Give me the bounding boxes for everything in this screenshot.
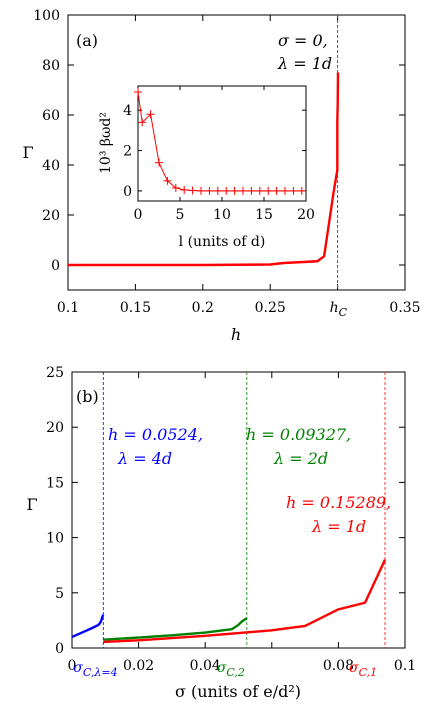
panel-a-x-tick-label: 0.2 [192, 300, 214, 316]
panel-a-x-ticks: 0.1 0.15 0.2 0.25 0.35 [57, 15, 421, 316]
inset-y-label: 10³ βωd² [98, 112, 114, 174]
panel-b-x-tick-label: 0.1 [394, 658, 416, 674]
inset-x-tick-label: 5 [176, 207, 185, 223]
inset-y-tick-label: 2 [123, 144, 132, 160]
annotation-blue-line-2: λ = 4d [117, 449, 172, 468]
critical-sigma-label: σC,1 [349, 660, 377, 679]
inset-point [188, 186, 197, 195]
panel-b-y-ticks: 0 5 10 15 20 25 [46, 365, 405, 657]
panel-b-x-ticks: 0 0.02 0.04 0.08 0.1 [68, 372, 416, 674]
inset-point [146, 110, 155, 119]
inset-y-tick-label: 4 [123, 103, 132, 119]
inset-y-tick-label: 0 [123, 184, 132, 200]
inset-series [134, 88, 306, 195]
inset: 0 5 10 15 20 0 2 4 l (units of d) 10³ βωd² [98, 85, 315, 250]
panel-b-curve-1 [71, 614, 105, 639]
panel-b-y-tick-label: 10 [46, 531, 64, 547]
panel-a-x-tick-label: 0.15 [120, 300, 151, 316]
panel-b-y-tick-label: 15 [46, 475, 64, 491]
panel-b-x-tick-label: 0.08 [323, 658, 354, 674]
panel-b-x-tick-label: 0.04 [190, 658, 221, 674]
inset-point [264, 186, 273, 195]
panel-b-label: (b) [76, 387, 99, 406]
annotation-blue-line-1: h = 0.0524, [108, 425, 203, 444]
panel-a-annotation-line-2: λ = 1d [277, 54, 332, 73]
panel-a-series [68, 72, 340, 267]
inset-point [163, 176, 172, 185]
panel-b-y-tick-label: 0 [55, 641, 64, 657]
critical-sigma-label: σC,2 [217, 660, 245, 679]
inset-x-label: l (units of d) [179, 234, 266, 250]
panel-a-plot-frame [67, 14, 406, 291]
inset-point [230, 186, 239, 195]
panel-a-annotation-line-1: σ = 0, [278, 31, 328, 50]
inset-x-ticks: 0 5 10 15 20 [134, 86, 315, 223]
panel-b-x-tick-label: 0.02 [123, 658, 154, 674]
panel-b: 0 0.02 0.04 0.08 0.1 0 5 10 15 20 25 σC,λ=4 σC,2 σC… [26, 365, 416, 701]
panel-b-x-label: σ (units of e/d²) [175, 682, 301, 701]
annotation-green-line-1: h = 0.09327, [246, 425, 351, 444]
annotation-red-line-2: λ = 1d [311, 517, 366, 536]
inset-point [247, 186, 256, 195]
panel-a-x-tick-label: 0.1 [57, 300, 79, 316]
panel-a-y-tick-label: 20 [42, 208, 60, 224]
inset-x-tick-label: 15 [255, 207, 273, 223]
inset-point [205, 186, 214, 195]
annotation-green-line-2: λ = 2d [273, 449, 328, 468]
panel-b-y-label: Γ [26, 495, 37, 514]
panel-a-x-label: h [231, 325, 241, 344]
hc-tick-label: hC [330, 300, 348, 319]
panel-a-y-tick-label: 0 [51, 258, 60, 274]
inset-point [213, 186, 222, 195]
panel-b-y-tick-label: 20 [46, 420, 64, 436]
panel-a-gamma-curve [68, 72, 340, 267]
inset-point [197, 186, 205, 195]
inset-point [155, 158, 163, 167]
panel-b-curve-3 [103, 559, 387, 644]
inset-point [272, 186, 281, 195]
inset-point [171, 183, 180, 192]
panel-a-y-tick-label: 40 [42, 158, 60, 174]
panel-b-y-tick-label: 5 [55, 586, 64, 602]
panel-a-label: (a) [76, 31, 98, 50]
inset-point [297, 186, 306, 195]
inset-point [222, 186, 231, 195]
panel-b-x-tick-label: 0 [68, 658, 77, 674]
inset-plot-frame [137, 85, 307, 202]
panel-b-y-tick-label: 25 [46, 365, 64, 381]
panel-a-x-tick-label: 0.25 [255, 300, 286, 316]
inset-point [138, 118, 147, 127]
inset-x-tick-label: 10 [213, 207, 231, 223]
panel-a-x-tick-label: 0.35 [389, 300, 420, 316]
panel-b-curve-2 [103, 617, 248, 641]
panel-a-y-tick-label: 100 [33, 8, 60, 24]
panel-b-plot-frame [71, 371, 406, 649]
critical-sigma-label: σC,λ=4 [73, 660, 117, 679]
annotation-red-line-1: h = 0.15289, [286, 493, 391, 512]
inset-point [281, 186, 289, 195]
panel-a-y-tick-label: 80 [42, 58, 60, 74]
panel-b-series [71, 559, 387, 644]
inset-point [239, 186, 247, 195]
inset-point [289, 186, 298, 195]
panel-a-y-tick-label: 60 [42, 108, 60, 124]
panel-a-y-label: Γ [22, 143, 33, 162]
inset-point [255, 186, 264, 195]
panel-a-hc-line: hC [330, 15, 348, 319]
inset-x-tick-label: 0 [134, 207, 143, 223]
inset-point [134, 88, 142, 97]
inset-x-tick-label: 20 [297, 207, 315, 223]
inset-point [180, 185, 189, 194]
